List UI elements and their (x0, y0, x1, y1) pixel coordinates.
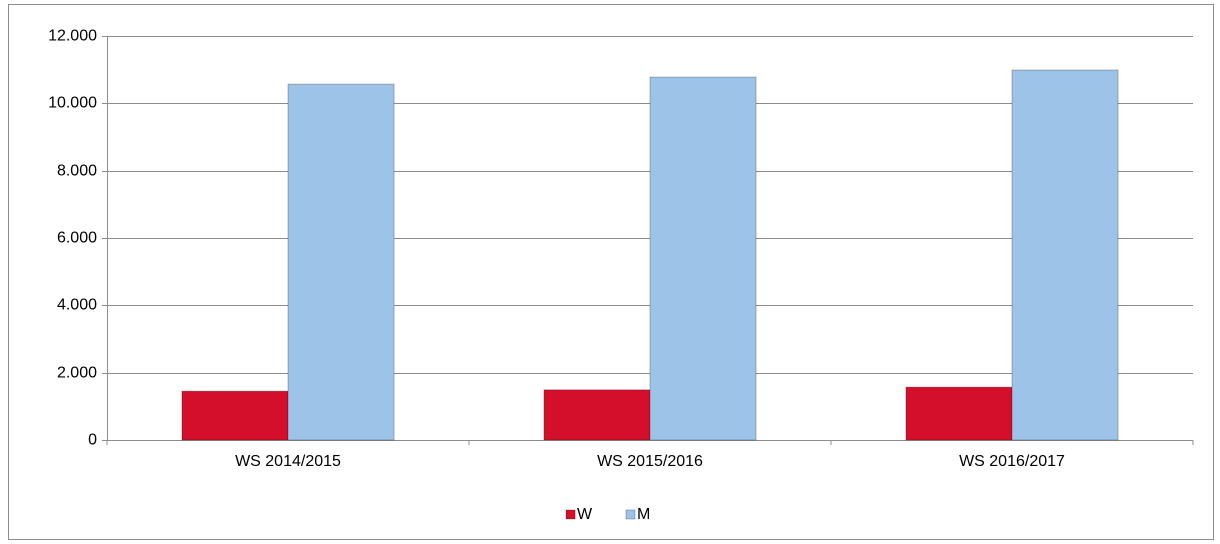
legend-label: W (577, 506, 593, 523)
legend-label: M (637, 506, 650, 523)
y-tick-label: 4.000 (57, 297, 97, 314)
y-tick-label: 2.000 (57, 365, 97, 382)
bar (181, 390, 289, 441)
bar (649, 76, 757, 441)
y-tick-label: 6.000 (57, 230, 97, 247)
bar (287, 83, 395, 441)
y-tick-label: 12.000 (48, 28, 97, 45)
bar (543, 389, 651, 441)
x-tick-label: WS 2014/2015 (235, 453, 341, 470)
y-tick-label: 10.000 (48, 95, 97, 112)
x-tick-label: WS 2016/2017 (959, 453, 1065, 470)
bar (1011, 69, 1119, 441)
legend-swatch (565, 509, 576, 520)
legend-swatch (625, 509, 636, 520)
y-tick-label: 8.000 (57, 163, 97, 180)
y-tick-label: 0 (88, 432, 97, 449)
x-tick-label: WS 2015/2016 (597, 453, 703, 470)
bar (905, 386, 1013, 441)
